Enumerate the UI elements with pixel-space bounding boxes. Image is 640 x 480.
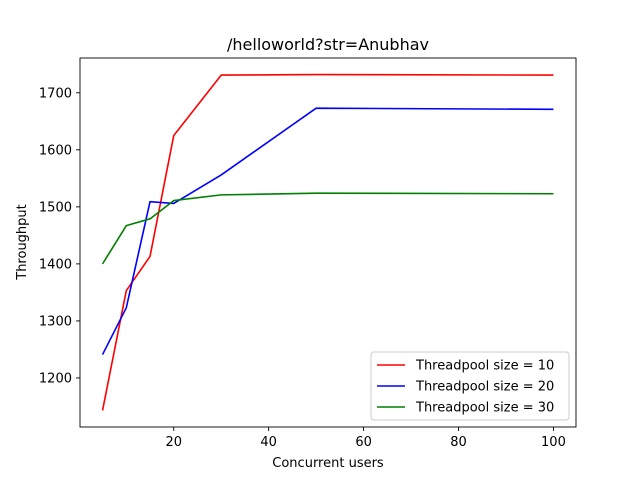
legend-label-3: Threadpool size = 30 bbox=[415, 401, 554, 416]
x-tick-label: 40 bbox=[260, 435, 277, 450]
series-line-2 bbox=[101, 107, 554, 355]
y-tick-label: 1400 bbox=[39, 257, 72, 272]
plot-area: 20 40 60 80 100 1200 1300 1400 1500 1600 1700 bbox=[39, 57, 577, 450]
y-tick-label: 1500 bbox=[39, 200, 72, 215]
legend-box bbox=[370, 351, 570, 421]
y-axis-label: Throughput bbox=[15, 204, 30, 281]
legend-label-2: Threadpool size = 20 bbox=[415, 380, 554, 395]
series-line-1 bbox=[101, 73, 554, 411]
x-tick-label: 80 bbox=[450, 435, 467, 450]
y-tick-label: 1600 bbox=[39, 143, 72, 158]
legend-label-1: Threadpool size = 10 bbox=[415, 359, 554, 374]
y-tick-label: 1300 bbox=[39, 314, 72, 329]
y-tick-label: 1700 bbox=[39, 86, 72, 101]
legend: Threadpool size = 10 Threadpool size = 20… bbox=[370, 351, 570, 421]
x-tick-label: 60 bbox=[355, 435, 372, 450]
axes-frame bbox=[79, 57, 577, 428]
x-tick-label: 100 bbox=[541, 435, 566, 450]
x-axis-label: Concurrent users bbox=[272, 456, 384, 471]
y-tick-label: 1200 bbox=[39, 371, 72, 386]
series-line-3 bbox=[101, 192, 554, 265]
x-tick-label: 20 bbox=[165, 435, 182, 450]
chart-title: /helloworld?str=Anubhav bbox=[227, 35, 429, 54]
